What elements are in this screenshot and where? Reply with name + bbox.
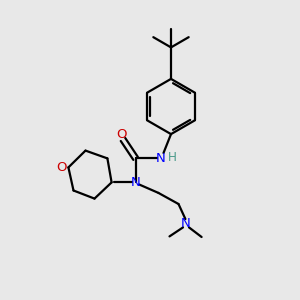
Text: N: N bbox=[156, 152, 165, 165]
Text: N: N bbox=[131, 176, 140, 189]
Text: N: N bbox=[181, 217, 191, 230]
Text: O: O bbox=[116, 128, 127, 141]
Text: H: H bbox=[167, 151, 176, 164]
Text: O: O bbox=[56, 161, 67, 174]
